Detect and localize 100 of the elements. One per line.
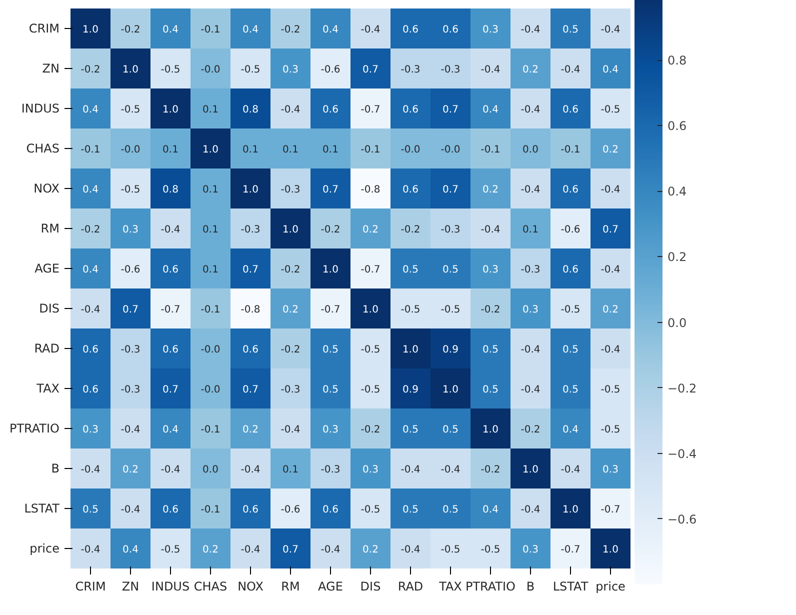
- data-label: -0.0: [120, 144, 140, 156]
- data-label: 0.1: [202, 264, 218, 276]
- data-label: -0.5: [360, 384, 380, 396]
- data-label: -0.4: [280, 104, 300, 116]
- data-label: -0.5: [440, 304, 460, 316]
- data-label: 0.5: [562, 24, 578, 36]
- data-label: -0.4: [600, 264, 620, 276]
- data-label: -0.5: [160, 64, 180, 76]
- data-label: -0.2: [480, 304, 500, 316]
- data-label: -0.1: [480, 144, 500, 156]
- data-label: -0.7: [160, 304, 180, 316]
- data-label: 0.7: [242, 264, 258, 276]
- data-label: -0.4: [400, 544, 420, 556]
- data-label: 0.5: [442, 504, 458, 516]
- data-label: -0.3: [320, 464, 340, 476]
- y-tick-label: ZN: [42, 62, 60, 76]
- data-label: -0.8: [240, 304, 260, 316]
- y-tick-label: INDUS: [21, 102, 60, 116]
- data-label: 0.5: [322, 384, 338, 396]
- data-label: 0.4: [82, 104, 98, 116]
- y-tick-label: LSTAT: [24, 502, 60, 516]
- data-label: -0.2: [480, 464, 500, 476]
- data-label: 1.0: [362, 304, 378, 316]
- data-label: -0.1: [200, 304, 220, 316]
- data-label: 0.3: [282, 64, 298, 76]
- data-label: 0.7: [282, 544, 298, 556]
- data-label: 0.6: [402, 24, 418, 36]
- data-label: -0.7: [560, 544, 580, 556]
- data-label: -0.4: [320, 544, 340, 556]
- data-label: -0.4: [240, 464, 260, 476]
- data-label: 0.3: [362, 464, 378, 476]
- data-label: -0.1: [360, 144, 380, 156]
- data-label: -0.5: [560, 304, 580, 316]
- data-label: 0.7: [122, 304, 138, 316]
- data-label: -0.2: [120, 24, 140, 36]
- data-label: 0.2: [522, 64, 538, 76]
- color-bar-label: −0.6: [668, 512, 697, 526]
- data-label: 0.5: [562, 384, 578, 396]
- data-label: 0.5: [402, 424, 418, 436]
- data-label: -0.1: [200, 504, 220, 516]
- data-label: -0.5: [360, 344, 380, 356]
- data-label: -0.5: [400, 304, 420, 316]
- data-label: -0.1: [80, 144, 100, 156]
- data-label: 0.2: [122, 464, 138, 476]
- data-label: 0.1: [282, 144, 298, 156]
- data-label: 0.4: [562, 424, 578, 436]
- data-label: 0.1: [162, 144, 178, 156]
- data-label: 0.1: [282, 464, 298, 476]
- data-label: 0.8: [242, 104, 258, 116]
- data-label: 0.2: [362, 224, 378, 236]
- x-tick-label: RM: [281, 580, 300, 594]
- data-label: 0.5: [402, 504, 418, 516]
- x-tick-label: AGE: [318, 580, 343, 594]
- data-label: -0.3: [120, 384, 140, 396]
- data-label: 0.2: [602, 304, 618, 316]
- data-label: 0.4: [482, 104, 498, 116]
- data-label: 0.4: [602, 64, 618, 76]
- data-label: -0.4: [480, 64, 500, 76]
- data-label: -0.3: [120, 344, 140, 356]
- data-label: 0.3: [522, 304, 538, 316]
- data-label: -0.5: [160, 544, 180, 556]
- color-bar-label: 0.0: [668, 316, 687, 330]
- data-label: -0.5: [600, 104, 620, 116]
- data-label: 0.5: [402, 264, 418, 276]
- data-label: -0.2: [280, 24, 300, 36]
- data-label: -0.4: [600, 344, 620, 356]
- data-label: -0.4: [600, 24, 620, 36]
- data-label: -0.2: [80, 64, 100, 76]
- data-label: 0.3: [322, 424, 338, 436]
- color-bar-label: 0.6: [668, 119, 687, 134]
- data-label: -0.3: [440, 64, 460, 76]
- data-label: -0.3: [400, 64, 420, 76]
- data-label: -0.4: [160, 224, 180, 236]
- data-label: 1.0: [282, 224, 298, 236]
- data-label: -0.2: [280, 344, 300, 356]
- data-label: -0.5: [440, 544, 460, 556]
- data-label: -0.4: [520, 384, 540, 396]
- data-label: -0.4: [520, 184, 540, 196]
- data-label: 1.0: [322, 264, 338, 276]
- data-label: 1.0: [82, 24, 98, 36]
- data-label: 0.6: [402, 104, 418, 116]
- data-label: -0.6: [320, 64, 340, 76]
- color-bar-label: 0.2: [668, 250, 687, 264]
- data-label: 1.0: [202, 144, 218, 156]
- data-label: 0.3: [482, 264, 498, 276]
- data-label: -0.0: [440, 144, 460, 156]
- data-label: 0.6: [162, 504, 178, 516]
- data-label: -0.3: [280, 384, 300, 396]
- data-label: -0.3: [520, 264, 540, 276]
- data-label: 0.2: [602, 144, 618, 156]
- data-label: -0.0: [200, 384, 220, 396]
- data-label: -0.4: [480, 224, 500, 236]
- x-tick-label: DIS: [360, 580, 381, 594]
- data-label: 0.6: [242, 344, 258, 356]
- data-label: -0.0: [200, 64, 220, 76]
- data-label: 0.3: [602, 464, 618, 476]
- y-tick-label: DIS: [39, 302, 60, 316]
- data-label: -0.4: [80, 464, 100, 476]
- data-label: -0.7: [600, 504, 620, 516]
- data-label: 0.7: [442, 184, 458, 196]
